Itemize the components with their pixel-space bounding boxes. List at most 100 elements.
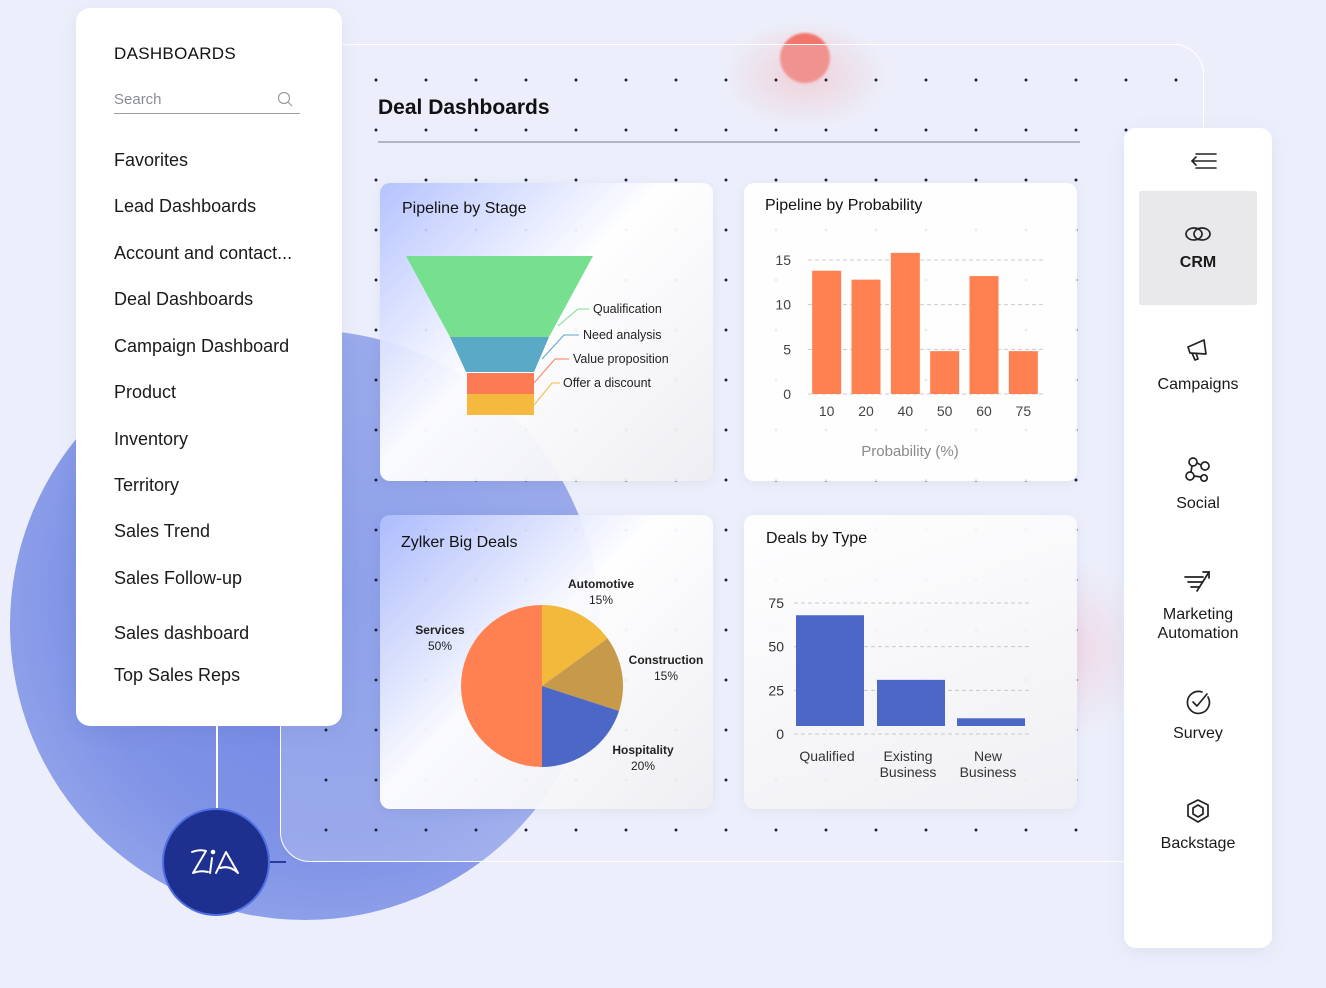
y-tick-label: 25 [768,682,784,698]
crm-link-icon [1185,227,1211,241]
card-title: Pipeline by Stage [402,200,527,217]
y-tick-label: 15 [775,252,791,268]
nav-label: Backstage [1160,835,1236,852]
x-tick-label: Existing Business [880,748,937,780]
backstage-cube-icon [1187,799,1209,823]
sidebar-item-favorites[interactable]: Favorites [114,150,189,170]
pie-value-label: 50% [428,639,452,653]
funnel-leader-value-proposition [533,358,569,384]
card-title: Pipeline by Probability [765,197,923,214]
sidebar-heading: DASHBOARDS [114,44,237,63]
y-tick-label: 0 [783,386,791,402]
search-icon[interactable] [277,91,294,108]
check-circle-icon [1186,690,1211,715]
funnel-label-qualification: Qualification [593,302,662,316]
sidebar-item-sales-trend[interactable]: Sales Trend [114,521,211,541]
y-tick-label: 50 [768,639,784,655]
pie-label: Construction [629,653,704,667]
pie-value-label: 20% [631,759,655,773]
x-tick-label: 75 [1016,403,1032,419]
sidebar-item-sales-follow-up[interactable]: Sales Follow-up [114,568,243,588]
pipeline-by-probability-card[interactable]: Pipeline by Probability Probability (%) … [744,183,1077,481]
funnel-leader-qualification [557,308,589,327]
pipeline-by-stage-card[interactable]: Pipeline by Stage Qualification Need ana… [380,183,713,481]
card-title: Zylker Big Deals [401,534,518,551]
nav-item-backstage[interactable]: Backstage [1139,797,1257,853]
sidebar-item-territory[interactable]: Territory [114,475,180,495]
zia-logo-icon [191,849,239,874]
zia-button[interactable] [162,808,270,916]
nav-item-crm[interactable]: CRM [1139,191,1257,305]
pie-label: Services [415,623,465,637]
card-title: Deals by Type [766,530,868,547]
pie-slice-automotive [542,605,608,686]
bar [930,351,960,394]
bar [957,718,1025,726]
pie-slice-services [461,605,542,767]
page-title: Deal Dashboards [378,96,550,119]
sidebar-item-account-contact[interactable]: Account and contact... [114,243,293,263]
sidebar-item-sales-dashboard[interactable]: Sales dashboard [114,623,250,643]
bar [1008,351,1038,394]
bar [796,615,864,726]
nav-label: CRM [1179,254,1217,271]
nav-item-social[interactable]: Social [1139,454,1257,513]
bar [969,276,999,394]
pie-label: Hospitality [612,743,674,757]
sidebar-item-product[interactable]: Product [114,382,177,402]
funnel-label-offer-discount: Offer a discount [563,376,652,390]
megaphone-icon [1187,339,1207,361]
sidebar-item-top-sales-reps[interactable]: Top Sales Reps [114,665,241,685]
bar [851,279,881,394]
sidebar-item-deal-dashboards[interactable]: Deal Dashboards [114,289,254,309]
nav-item-survey[interactable]: Survey [1139,688,1257,743]
y-tick-label: 75 [768,595,784,611]
nav-label: Social [1176,495,1220,512]
y-tick-label: 5 [783,341,791,357]
x-tick-label: 60 [976,403,992,419]
dashboards-sidebar: DASHBOARDS Favorites Lead Dashboards Acc… [76,8,342,726]
big-deals-pie-chart: Automotive 15% Construction 15% Hospitality 2… [415,577,704,773]
search-input[interactable] [114,88,264,110]
pie-slice-construction [542,638,623,712]
bar [890,252,920,394]
x-tick-label: New Business [960,748,1017,780]
funnel-stage-offer-discount [467,394,534,415]
zylker-big-deals-card[interactable]: Zylker Big Deals Automotive 15% Constructi… [380,515,713,809]
pie-label: Automotive [568,577,634,591]
funnel-leader-need-analysis [541,334,579,360]
sidebar-item-lead-dashboards[interactable]: Lead Dashboards [114,196,257,216]
deals-by-type-card[interactable]: Deals by Type 0 25 50 75 Qualified Existing Bu… [744,515,1077,809]
nav-label: Campaigns [1157,376,1239,393]
y-tick-label: 10 [775,297,791,313]
sidebar-item-inventory[interactable]: Inventory [114,429,189,449]
probability-bar-chart: Probability (%) 0 5 10 15 10 20 40 50 60 75 [775,252,1044,460]
search-box [114,88,300,114]
nav-item-campaigns[interactable]: Campaigns [1139,336,1257,394]
pie-value-label: 15% [654,669,678,683]
marketing-automation-icon [1184,571,1210,592]
x-tick-label: Qualified [799,748,854,764]
funnel-chart: Qualification Need analysis Value propos… [406,256,669,415]
title-divider [378,141,1080,143]
product-switcher: CRM Campaigns Social [1124,128,1272,948]
sidebar-item-campaign-dashboard[interactable]: Campaign Dashboard [114,336,290,356]
pie-value-label: 15% [589,593,613,607]
x-tick-label: 20 [858,403,874,419]
y-tick-label: 0 [776,726,784,742]
funnel-label-value-proposition: Value proposition [573,352,669,366]
pie-slice-hospitality [542,686,620,767]
x-tick-label: 40 [898,403,914,419]
funnel-stage-qualification [406,256,593,337]
funnel-leader-offer-discount [533,382,560,406]
nav-item-marketing-automation[interactable]: Marketing Automation [1139,569,1257,643]
x-tick-label: 10 [819,403,835,419]
x-tick-label: 50 [937,403,953,419]
connector-line [268,861,286,863]
connector-line [216,726,218,808]
collapse-menu-icon[interactable] [1190,152,1218,170]
deals-by-type-bar-chart: 0 25 50 75 Qualified Existing Business New Busin… [768,595,1031,780]
bar [812,270,842,394]
nav-label: Marketing Automation [1157,606,1239,642]
funnel-stage-value-proposition [467,373,534,394]
